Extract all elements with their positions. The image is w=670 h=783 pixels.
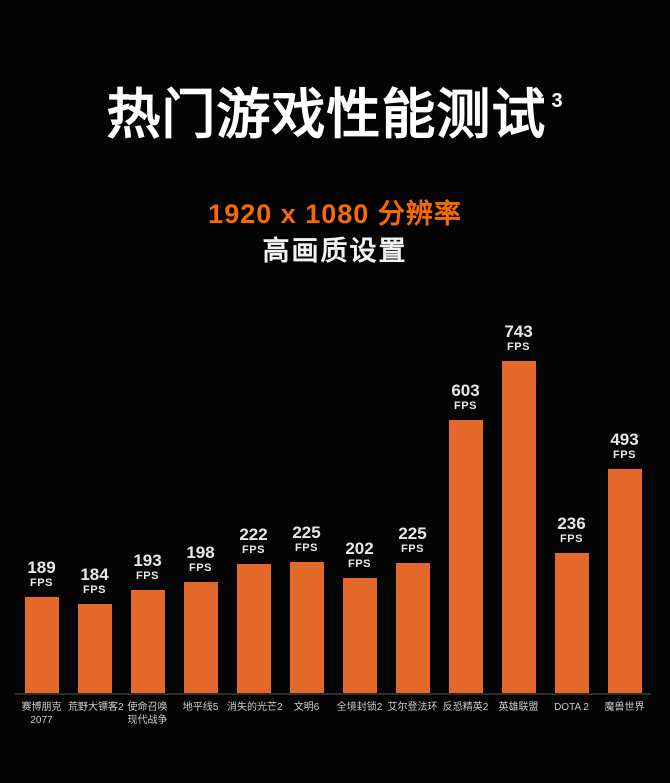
x-axis-tick-label: DOTA 2 xyxy=(554,702,589,713)
bar-value-label: 743 FPS xyxy=(504,322,532,354)
bar-value: 222 xyxy=(239,525,268,544)
chart-column: 236 FPS xyxy=(545,514,598,693)
bar-value-label: 198 FPS xyxy=(186,543,214,575)
x-axis-tick-label: 荒野大镖客2 xyxy=(68,702,124,713)
chart-column: 493 FPS xyxy=(598,430,651,693)
bar-chart: 189 FPS 184 FPS 193 FPS 198 FPS xyxy=(15,322,651,695)
bar-unit: FPS xyxy=(507,341,530,353)
bar-unit: FPS xyxy=(295,542,318,554)
bar-value: 202 xyxy=(345,539,374,558)
bar xyxy=(183,582,218,693)
bar xyxy=(24,597,59,693)
bar-value: 184 xyxy=(80,565,109,584)
bar-unit: FPS xyxy=(136,570,159,582)
page-title: 热门游戏性能测试 3 xyxy=(0,84,670,146)
bar-unit: FPS xyxy=(401,543,424,555)
bar xyxy=(342,578,377,693)
bar-value-label: 493 FPS xyxy=(610,430,638,462)
x-axis-tick-label: 文明6 xyxy=(293,702,320,713)
bar-unit: FPS xyxy=(454,400,477,412)
x-axis-tick-label: 消失的光芒2 xyxy=(227,702,283,713)
bar xyxy=(554,553,589,693)
bar-value-label: 603 FPS xyxy=(451,381,479,413)
bar-value-label: 202 FPS xyxy=(345,539,373,571)
bar-value: 189 xyxy=(27,558,56,577)
bar-value-label: 236 FPS xyxy=(557,514,585,546)
bar-value-label: 225 FPS xyxy=(292,523,320,555)
x-axis-tick-label: 反恐精英2 xyxy=(442,702,489,713)
title-footnote-superscript: 3 xyxy=(551,90,564,112)
x-axis-tick-label: 全境封锁2 xyxy=(336,702,383,713)
bar xyxy=(77,604,112,693)
resolution-subtitle: 1920 x 1080 分辨率 xyxy=(208,199,462,229)
chart-column: 198 FPS xyxy=(174,543,227,693)
bar xyxy=(130,590,165,693)
chart-column: 225 FPS xyxy=(386,524,439,693)
bar-unit: FPS xyxy=(30,577,53,589)
bar-value-label: 184 FPS xyxy=(80,565,108,597)
x-axis-labels: 赛博朋克 2077 荒野大镖客2 使命召唤 现代战争 地平线5 消失的光芒2 文… xyxy=(15,701,651,727)
x-axis-tick-label: 艾尔登法环 xyxy=(387,702,438,713)
bar xyxy=(395,563,430,693)
chart-column: 189 FPS xyxy=(15,558,68,693)
bar xyxy=(236,564,271,693)
bar-value-label: 222 FPS xyxy=(239,525,267,557)
bar-value: 493 xyxy=(610,430,639,449)
bar xyxy=(448,420,483,693)
bar-value: 743 xyxy=(504,322,533,341)
chart-column: 193 FPS xyxy=(121,551,174,693)
bar xyxy=(501,361,536,693)
bar-value-label: 189 FPS xyxy=(27,558,55,590)
bar-value: 198 xyxy=(186,543,215,562)
bar-unit: FPS xyxy=(242,544,265,556)
chart-column: 184 FPS xyxy=(68,565,121,693)
x-axis-tick-label: 英雄联盟 xyxy=(498,702,539,713)
bar-unit: FPS xyxy=(189,562,212,574)
bar-value-label: 193 FPS xyxy=(133,551,161,583)
chart-column: 603 FPS xyxy=(439,381,492,693)
chart-column: 743 FPS xyxy=(492,322,545,693)
title-text: 热门游戏性能测试 xyxy=(106,85,547,145)
x-axis-tick-label: 地平线5 xyxy=(182,702,219,713)
x-axis-tick-label: 赛博朋克 2077 xyxy=(21,702,62,726)
chart-column: 222 FPS xyxy=(227,525,280,693)
bar-unit: FPS xyxy=(613,449,636,461)
chart-column: 202 FPS xyxy=(333,539,386,693)
bar-value: 193 xyxy=(133,551,162,570)
bar-value: 225 xyxy=(292,523,321,542)
bar xyxy=(607,469,642,693)
bar-unit: FPS xyxy=(348,558,371,570)
bar-value: 603 xyxy=(451,381,480,400)
bar-value: 236 xyxy=(557,514,586,533)
bar xyxy=(289,562,324,693)
x-axis-tick-label: 使命召唤 现代战争 xyxy=(127,702,168,726)
chart-column: 225 FPS xyxy=(280,523,333,693)
x-axis-tick-label: 魔兽世界 xyxy=(604,702,645,713)
bar-value-label: 225 FPS xyxy=(398,524,426,556)
bar-unit: FPS xyxy=(83,584,106,596)
bar-unit: FPS xyxy=(560,533,583,545)
bar-value: 225 xyxy=(398,524,427,543)
quality-subtitle: 高画质设置 xyxy=(262,236,408,266)
